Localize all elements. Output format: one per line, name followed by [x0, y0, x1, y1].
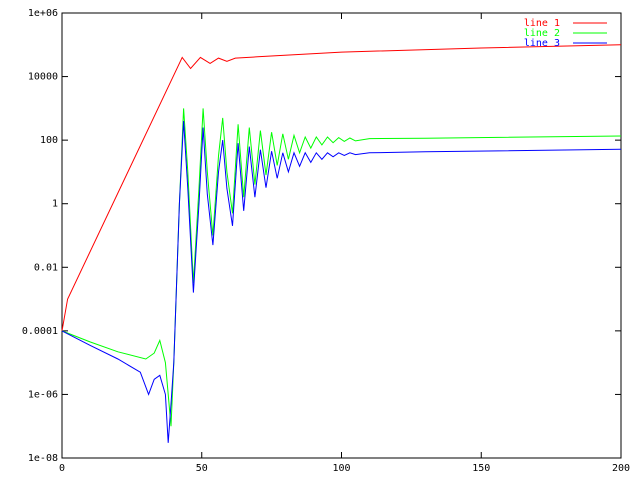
- legend-label: line 2: [524, 28, 560, 39]
- y-tick-label: 1e-06: [28, 389, 58, 400]
- plot-frame: [61, 12, 622, 459]
- series-line-1: [61, 44, 622, 331]
- y-tick-label: 1e+06: [28, 8, 58, 19]
- y-tick-label: 100: [40, 135, 58, 146]
- y-tick-label: 1: [52, 199, 58, 210]
- y-tick-label: 0.01: [34, 262, 58, 273]
- x-tick-label: 100: [332, 463, 350, 474]
- x-tick-label: 0: [59, 463, 65, 474]
- x-tick-label: 50: [196, 463, 208, 474]
- y-tick-label: 10000: [28, 72, 58, 83]
- legend-label: line 1: [524, 18, 560, 29]
- series-line-2: [61, 108, 622, 427]
- series-line-3: [61, 120, 622, 443]
- legend-label: line 3: [524, 38, 560, 49]
- x-tick-label: 200: [612, 463, 630, 474]
- x-tick-label: 150: [472, 463, 490, 474]
- y-tick-label: 1e-08: [28, 453, 58, 464]
- y-tick-label: 0.0001: [22, 326, 58, 337]
